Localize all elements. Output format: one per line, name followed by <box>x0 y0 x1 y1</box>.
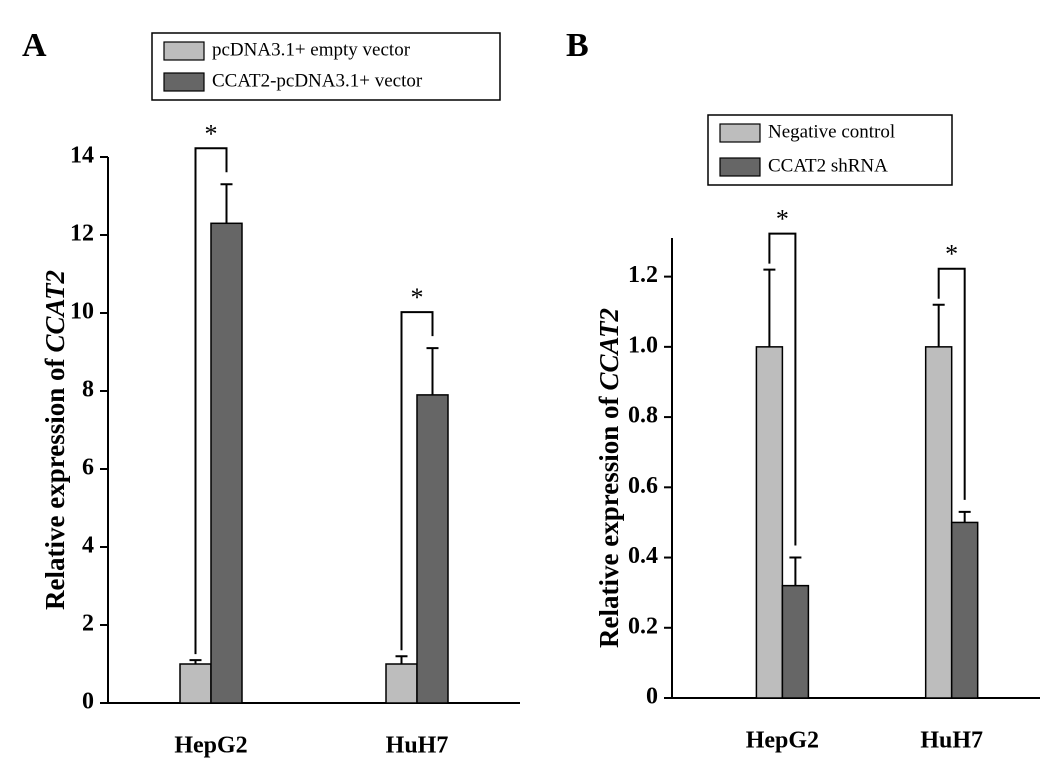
y-tick-label: 0.2 <box>628 613 658 639</box>
y-tick-label: 4 <box>82 533 94 559</box>
y-tick-label: 0.8 <box>628 403 658 429</box>
significance-label: * <box>945 240 958 269</box>
y-tick-label: 12 <box>70 221 94 247</box>
y-label-gene: CCAT2 <box>40 270 70 353</box>
significance-bracket <box>768 232 797 546</box>
legend-label: CCAT2-pcDNA3.1+ vector <box>212 70 423 91</box>
y-label-text: Relative expression of <box>594 396 624 648</box>
x-tick-label: HuH7 <box>386 733 449 759</box>
error-bar <box>395 655 408 664</box>
error-bar <box>958 510 971 523</box>
significance-bracket <box>400 311 434 651</box>
significance-label: * <box>205 119 218 148</box>
bar <box>924 346 953 699</box>
bar <box>210 222 243 704</box>
x-tick-label: HuH7 <box>920 728 983 754</box>
legend-swatch <box>719 123 761 143</box>
error-bar <box>220 183 233 224</box>
significance-bracket <box>194 147 228 655</box>
y-label-gene: CCAT2 <box>594 308 624 391</box>
y-tick-label: 8 <box>82 377 94 403</box>
y-label-text: Relative expression of <box>40 358 70 610</box>
significance-label: * <box>411 283 424 312</box>
legend-swatch <box>163 41 205 61</box>
y-tick-label: 0.6 <box>628 473 658 499</box>
y-tick-label: 6 <box>82 455 94 481</box>
error-bar <box>932 303 945 347</box>
error-bar <box>763 268 776 347</box>
error-bar <box>789 556 802 586</box>
error-bar <box>426 347 439 395</box>
y-tick-label: 0.4 <box>628 543 658 569</box>
bar <box>950 521 979 699</box>
y-tick-label: 1.2 <box>628 262 658 288</box>
bar <box>781 584 810 699</box>
x-tick-label: HepG2 <box>174 733 247 759</box>
y-tick-label: 10 <box>70 299 94 325</box>
significance-bracket <box>937 267 966 500</box>
bar <box>179 663 212 704</box>
bar <box>416 394 449 704</box>
legend-label: pcDNA3.1+ empty vector <box>212 39 411 60</box>
y-axis-label: Relative expression of CCAT2 <box>40 270 70 610</box>
significance-label: * <box>776 205 789 234</box>
panel-label: A <box>22 27 47 64</box>
x-tick-label: HepG2 <box>746 728 819 754</box>
legend-box <box>151 32 501 101</box>
y-axis-label: Relative expression of CCAT2 <box>594 308 624 648</box>
legend-swatch <box>163 72 205 92</box>
y-tick-label: 1.0 <box>628 332 658 358</box>
bar <box>755 346 784 699</box>
legend-label: CCAT2 shRNA <box>768 155 888 176</box>
legend-swatch <box>719 157 761 177</box>
y-tick-label: 14 <box>70 143 94 169</box>
legend-label: Negative control <box>768 121 895 142</box>
y-tick-label: 2 <box>82 611 94 637</box>
bar <box>385 663 418 704</box>
y-tick-label: 0 <box>82 689 94 715</box>
y-tick-label: 0 <box>646 684 658 710</box>
panel-label: B <box>566 27 589 64</box>
error-bar <box>189 659 202 664</box>
